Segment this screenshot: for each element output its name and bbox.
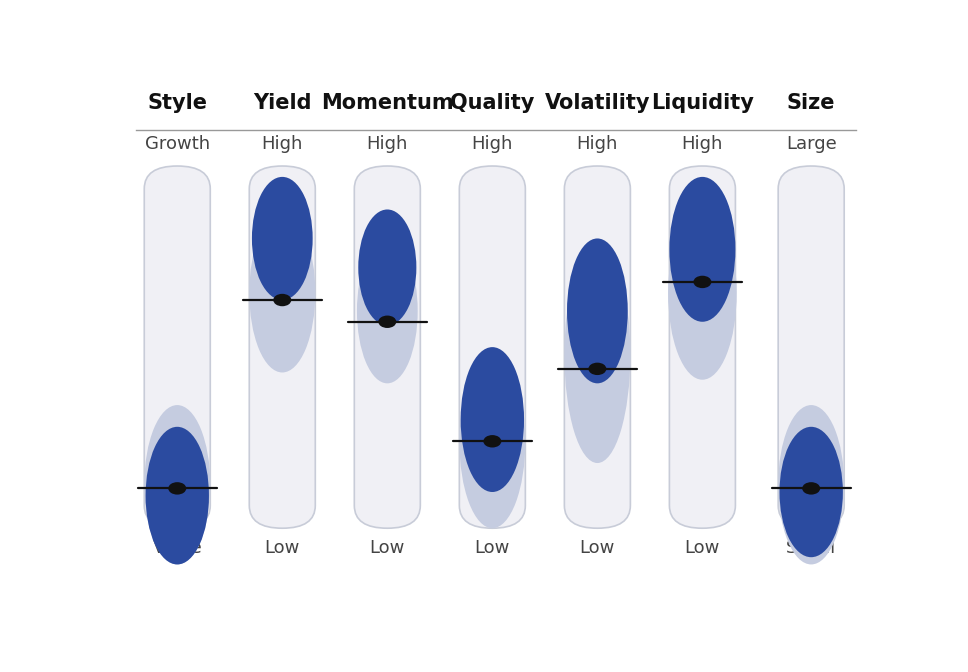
FancyBboxPatch shape bbox=[778, 166, 844, 528]
Text: High: High bbox=[681, 135, 723, 153]
Circle shape bbox=[693, 276, 711, 288]
Circle shape bbox=[378, 316, 396, 328]
Ellipse shape bbox=[144, 405, 210, 564]
Text: High: High bbox=[471, 135, 513, 153]
Ellipse shape bbox=[567, 239, 627, 383]
Text: Size: Size bbox=[787, 93, 835, 113]
Text: Momentum: Momentum bbox=[321, 93, 454, 113]
Ellipse shape bbox=[460, 354, 526, 528]
Ellipse shape bbox=[358, 210, 416, 325]
Text: Value: Value bbox=[152, 539, 202, 557]
Text: Low: Low bbox=[580, 539, 615, 557]
Text: Liquidity: Liquidity bbox=[650, 93, 754, 113]
FancyBboxPatch shape bbox=[144, 166, 210, 528]
Ellipse shape bbox=[252, 177, 313, 300]
Text: Volatility: Volatility bbox=[545, 93, 650, 113]
Circle shape bbox=[589, 363, 606, 375]
Ellipse shape bbox=[145, 427, 209, 564]
Text: High: High bbox=[367, 135, 408, 153]
Ellipse shape bbox=[778, 405, 844, 564]
Text: Growth: Growth bbox=[144, 135, 210, 153]
Ellipse shape bbox=[670, 177, 736, 322]
Ellipse shape bbox=[461, 347, 524, 492]
Circle shape bbox=[168, 482, 186, 495]
Ellipse shape bbox=[564, 246, 630, 463]
Text: Low: Low bbox=[684, 539, 720, 557]
Ellipse shape bbox=[357, 239, 417, 383]
Circle shape bbox=[273, 294, 291, 306]
FancyBboxPatch shape bbox=[250, 166, 316, 528]
Text: Style: Style bbox=[147, 93, 207, 113]
FancyBboxPatch shape bbox=[460, 166, 526, 528]
Text: High: High bbox=[261, 135, 303, 153]
Ellipse shape bbox=[250, 213, 316, 372]
Ellipse shape bbox=[668, 206, 737, 380]
Text: Quality: Quality bbox=[450, 93, 534, 113]
Text: Large: Large bbox=[786, 135, 836, 153]
FancyBboxPatch shape bbox=[354, 166, 420, 528]
Text: Low: Low bbox=[474, 539, 510, 557]
Text: High: High bbox=[577, 135, 618, 153]
FancyBboxPatch shape bbox=[670, 166, 736, 528]
Text: Small: Small bbox=[786, 539, 836, 557]
FancyBboxPatch shape bbox=[564, 166, 630, 528]
Circle shape bbox=[802, 482, 820, 495]
Text: Low: Low bbox=[264, 539, 300, 557]
Circle shape bbox=[483, 435, 501, 448]
Text: Low: Low bbox=[370, 539, 405, 557]
Text: Yield: Yield bbox=[253, 93, 312, 113]
Ellipse shape bbox=[779, 427, 843, 557]
